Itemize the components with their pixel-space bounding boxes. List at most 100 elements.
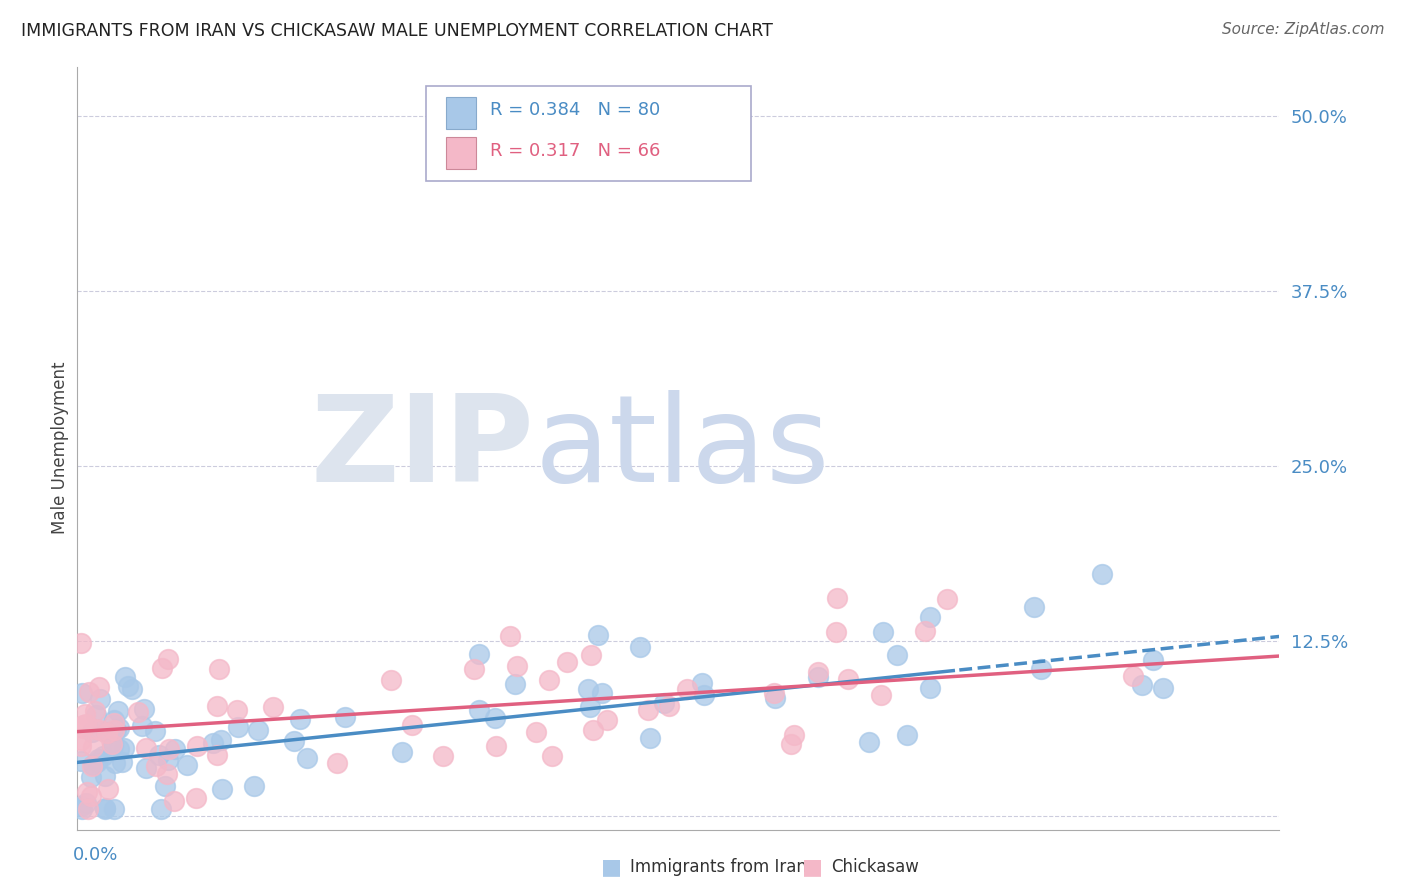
Point <box>391 745 413 759</box>
Point <box>94 800 117 814</box>
Text: IMMIGRANTS FROM IRAN VS CHICKASAW MALE UNEMPLOYMENT CORRELATION CHART: IMMIGRANTS FROM IRAN VS CHICKASAW MALE U… <box>21 22 773 40</box>
Point <box>468 647 491 661</box>
Point <box>70 686 93 700</box>
Point <box>211 733 233 747</box>
Point <box>837 672 859 686</box>
Point <box>920 609 942 624</box>
Point <box>295 751 318 765</box>
Point <box>326 756 349 770</box>
Point <box>658 699 681 714</box>
Point <box>783 728 806 742</box>
Point <box>135 741 157 756</box>
Point <box>77 684 100 698</box>
Text: R = 0.384   N = 80: R = 0.384 N = 80 <box>489 101 659 119</box>
Point <box>103 715 125 730</box>
Point <box>763 686 786 700</box>
Point <box>242 779 264 793</box>
Point <box>484 711 506 725</box>
Point <box>103 723 125 737</box>
Point <box>101 741 124 756</box>
Point <box>163 793 186 807</box>
Point <box>825 591 848 606</box>
Bar <box>446 136 477 169</box>
Point <box>1122 669 1144 683</box>
Point <box>914 624 936 638</box>
Point <box>70 755 93 769</box>
Point <box>75 796 97 810</box>
Point <box>108 741 131 756</box>
Point <box>401 718 423 732</box>
Point <box>80 759 103 773</box>
Point <box>869 688 891 702</box>
Point <box>211 782 233 797</box>
Point <box>143 723 166 738</box>
Text: atlas: atlas <box>534 390 830 507</box>
Point <box>1130 678 1153 692</box>
Point <box>825 624 848 639</box>
Point <box>506 658 529 673</box>
Point <box>96 725 118 739</box>
Point <box>157 651 180 665</box>
Point <box>1091 566 1114 581</box>
Point <box>89 723 111 737</box>
Point <box>555 655 578 669</box>
Point <box>103 713 125 727</box>
Point <box>87 752 110 766</box>
Text: Chickasaw: Chickasaw <box>831 858 920 876</box>
Point <box>96 726 118 740</box>
Point <box>763 690 786 705</box>
Y-axis label: Male Unemployment: Male Unemployment <box>51 362 69 534</box>
Point <box>121 682 143 697</box>
Point <box>80 724 103 739</box>
Point <box>806 665 828 680</box>
Point <box>70 732 93 747</box>
Point <box>80 770 103 784</box>
Point <box>1024 599 1046 614</box>
Point <box>807 670 830 684</box>
Point <box>84 708 107 723</box>
Point <box>1152 681 1174 696</box>
Text: Source: ZipAtlas.com: Source: ZipAtlas.com <box>1222 22 1385 37</box>
Point <box>288 712 311 726</box>
Point <box>87 680 110 694</box>
Point <box>82 757 104 772</box>
Point <box>80 789 103 803</box>
Point <box>335 710 357 724</box>
Point <box>579 648 602 663</box>
Point <box>145 759 167 773</box>
Point <box>591 686 613 700</box>
Point <box>155 779 177 793</box>
Point <box>83 722 105 736</box>
Point <box>157 741 180 756</box>
Point <box>94 769 117 783</box>
Point <box>262 699 284 714</box>
Point <box>103 801 125 815</box>
Point <box>638 731 661 745</box>
Point <box>693 688 716 702</box>
FancyBboxPatch shape <box>426 86 751 181</box>
Point <box>226 720 249 734</box>
Bar <box>446 97 477 129</box>
Point <box>97 782 120 797</box>
Point <box>208 662 231 676</box>
Point <box>690 675 713 690</box>
Point <box>105 723 128 737</box>
Point <box>132 702 155 716</box>
Point <box>201 736 224 750</box>
Point <box>586 628 609 642</box>
Point <box>896 727 918 741</box>
Point <box>176 758 198 772</box>
Point <box>131 719 153 733</box>
Point <box>83 704 105 718</box>
Text: ■: ■ <box>602 857 621 877</box>
Point <box>89 692 111 706</box>
Point <box>578 700 600 714</box>
Text: Immigrants from Iran: Immigrants from Iran <box>630 858 807 876</box>
Point <box>70 635 93 649</box>
Point <box>186 739 208 754</box>
Text: ZIP: ZIP <box>311 390 534 507</box>
Point <box>582 723 605 738</box>
Point <box>499 629 522 643</box>
Point <box>485 739 508 754</box>
Point <box>524 724 547 739</box>
